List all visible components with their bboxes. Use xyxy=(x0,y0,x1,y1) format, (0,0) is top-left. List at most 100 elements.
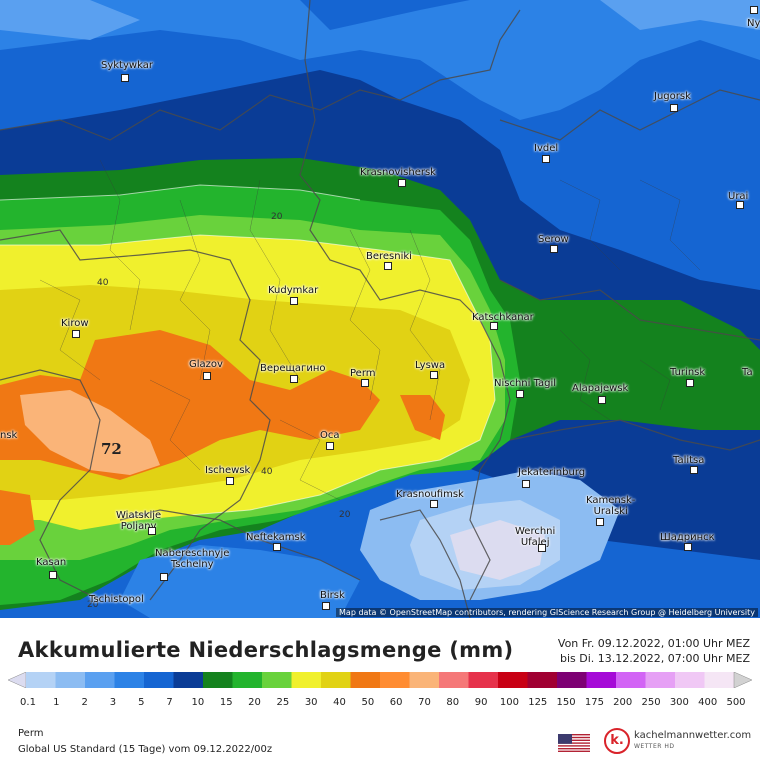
city-marker xyxy=(160,573,168,581)
city-marker xyxy=(686,379,694,387)
city-marker xyxy=(290,297,298,305)
city-marker xyxy=(326,442,334,450)
contour-label: 40 xyxy=(97,278,109,288)
color-scale-tick-label: 15 xyxy=(219,697,233,708)
city-label: Ischewsk xyxy=(205,465,251,476)
field-50mm-sw xyxy=(0,490,35,545)
color-scale-swatch xyxy=(55,672,86,688)
city-label: nsk xyxy=(0,430,18,441)
color-scale-tick-label: 125 xyxy=(528,697,548,708)
city-marker xyxy=(550,245,558,253)
color-scale-tick-label: 30 xyxy=(304,697,318,708)
city-label: Talitsa xyxy=(673,455,705,466)
location-name: Perm xyxy=(18,728,44,739)
date-from: Von Fr. 09.12.2022, 01:00 Uhr MEZ xyxy=(557,637,750,650)
city-label: Nischni Tagil xyxy=(494,378,557,389)
city-label: Perm xyxy=(350,368,376,379)
date-range: Von Fr. 09.12.2022, 01:00 Uhr MEZ bis Di… xyxy=(558,636,750,666)
color-scale-arrow-right xyxy=(733,672,752,688)
color-scale-swatch xyxy=(262,672,292,688)
city-marker xyxy=(273,543,281,551)
city-label: Alapajewsk xyxy=(572,383,629,394)
field-50mm-east xyxy=(400,395,445,440)
color-scale-tick-label: 25 xyxy=(276,697,290,708)
contour-line-20 xyxy=(0,184,361,201)
color-scale-tick-label: 40 xyxy=(333,697,346,708)
city-marker xyxy=(226,477,234,485)
contour-label: 20 xyxy=(339,510,351,520)
map-attribution: Map data © OpenStreetMap contributors, r… xyxy=(336,608,758,617)
city-marker xyxy=(542,155,550,163)
city-label: Wiatskije Poljany xyxy=(116,510,162,532)
color-scale-swatch xyxy=(321,672,351,688)
city-label: Верещагино xyxy=(260,363,326,374)
city-label: Turinsk xyxy=(670,367,706,378)
color-scale-swatch xyxy=(704,672,735,688)
city-label: Werchni Ufalej xyxy=(515,526,556,548)
color-scale-tick-label: 200 xyxy=(613,697,633,708)
us-flag-icon[interactable] xyxy=(558,734,590,752)
color-scale-swatch xyxy=(26,672,56,688)
model-info: Global US Standard (15 Tage) vom 09.12.2… xyxy=(18,744,273,755)
city-label: Lyswa xyxy=(415,360,446,371)
contour-label: 40 xyxy=(261,467,273,477)
color-scale-swatch xyxy=(291,672,322,688)
city-label: Kudymkar xyxy=(268,285,319,296)
field-5mm-nw xyxy=(0,0,140,40)
map-canvas xyxy=(0,0,760,618)
color-scale-tick-label: 5 xyxy=(138,697,145,708)
color-scale-swatch xyxy=(439,672,469,688)
city-marker xyxy=(750,6,758,14)
city-marker xyxy=(398,179,406,187)
color-scale-tick-label: 60 xyxy=(389,697,403,708)
color-scale-swatch xyxy=(350,672,381,688)
color-scale-tick-label: 100 xyxy=(499,697,519,708)
city-label: Kirow xyxy=(61,318,89,329)
city-label: Glazov xyxy=(189,359,223,370)
city-marker xyxy=(516,390,524,398)
city-marker xyxy=(522,480,530,488)
field-7mm-sw xyxy=(120,545,360,618)
field-01mm-south xyxy=(450,520,545,580)
color-scale-swatch xyxy=(232,672,263,688)
city-label: Шадринск xyxy=(660,532,715,543)
color-scale-swatch xyxy=(409,672,440,688)
city-marker xyxy=(384,262,392,270)
region-borders xyxy=(0,0,760,618)
color-scale-tick-label: 400 xyxy=(698,697,718,708)
color-scale-swatch xyxy=(675,672,705,688)
color-scale-tick-label: 3 xyxy=(109,697,117,708)
city-label: Oca xyxy=(320,430,340,441)
precipitation-map: 20 40 40 20 20 72 Syktywkar Jugorsk Ny I… xyxy=(0,0,760,618)
city-marker xyxy=(538,544,546,552)
city-label: Nabereschnyje Tschelny xyxy=(155,548,230,570)
color-scale-tick-label: 500 xyxy=(726,697,746,708)
color-scale-tick-label: 20 xyxy=(248,697,261,708)
city-marker xyxy=(736,201,744,209)
max-value-label: 72 xyxy=(101,440,122,458)
color-scale-swatch xyxy=(586,672,617,688)
city-label: Kasan xyxy=(36,557,67,568)
city-label: Urai xyxy=(728,191,749,202)
city-label: Ivdel xyxy=(534,143,559,154)
color-scale-swatch xyxy=(114,672,145,688)
color-scale-swatch xyxy=(527,672,558,688)
city-label: Tschistopol xyxy=(89,594,144,605)
color-scale-swatch xyxy=(498,672,528,688)
city-label: Krasnoufimsk xyxy=(396,489,464,500)
city-marker xyxy=(684,543,692,551)
field-7mm-north xyxy=(0,0,760,120)
city-label: Neftekamsk xyxy=(246,532,306,543)
color-scale-tick-label: 80 xyxy=(446,697,460,708)
city-marker xyxy=(322,602,330,610)
field-5mm-ne xyxy=(600,0,760,30)
color-scale-tick-label: 300 xyxy=(669,697,689,708)
city-marker xyxy=(72,330,80,338)
brand-subtitle: WETTER HD xyxy=(634,743,675,750)
city-label: Birsk xyxy=(320,590,345,601)
legend-footer: Akkumulierte Niederschlagsmenge (mm) Von… xyxy=(0,618,760,760)
color-scale-swatch xyxy=(173,672,204,688)
brand-logo[interactable]: k. kachelmannwetter.com WETTER HD xyxy=(604,728,754,756)
color-scale-tick-label: 150 xyxy=(556,697,576,708)
date-to: bis Di. 13.12.2022, 07:00 Uhr MEZ xyxy=(560,652,750,665)
